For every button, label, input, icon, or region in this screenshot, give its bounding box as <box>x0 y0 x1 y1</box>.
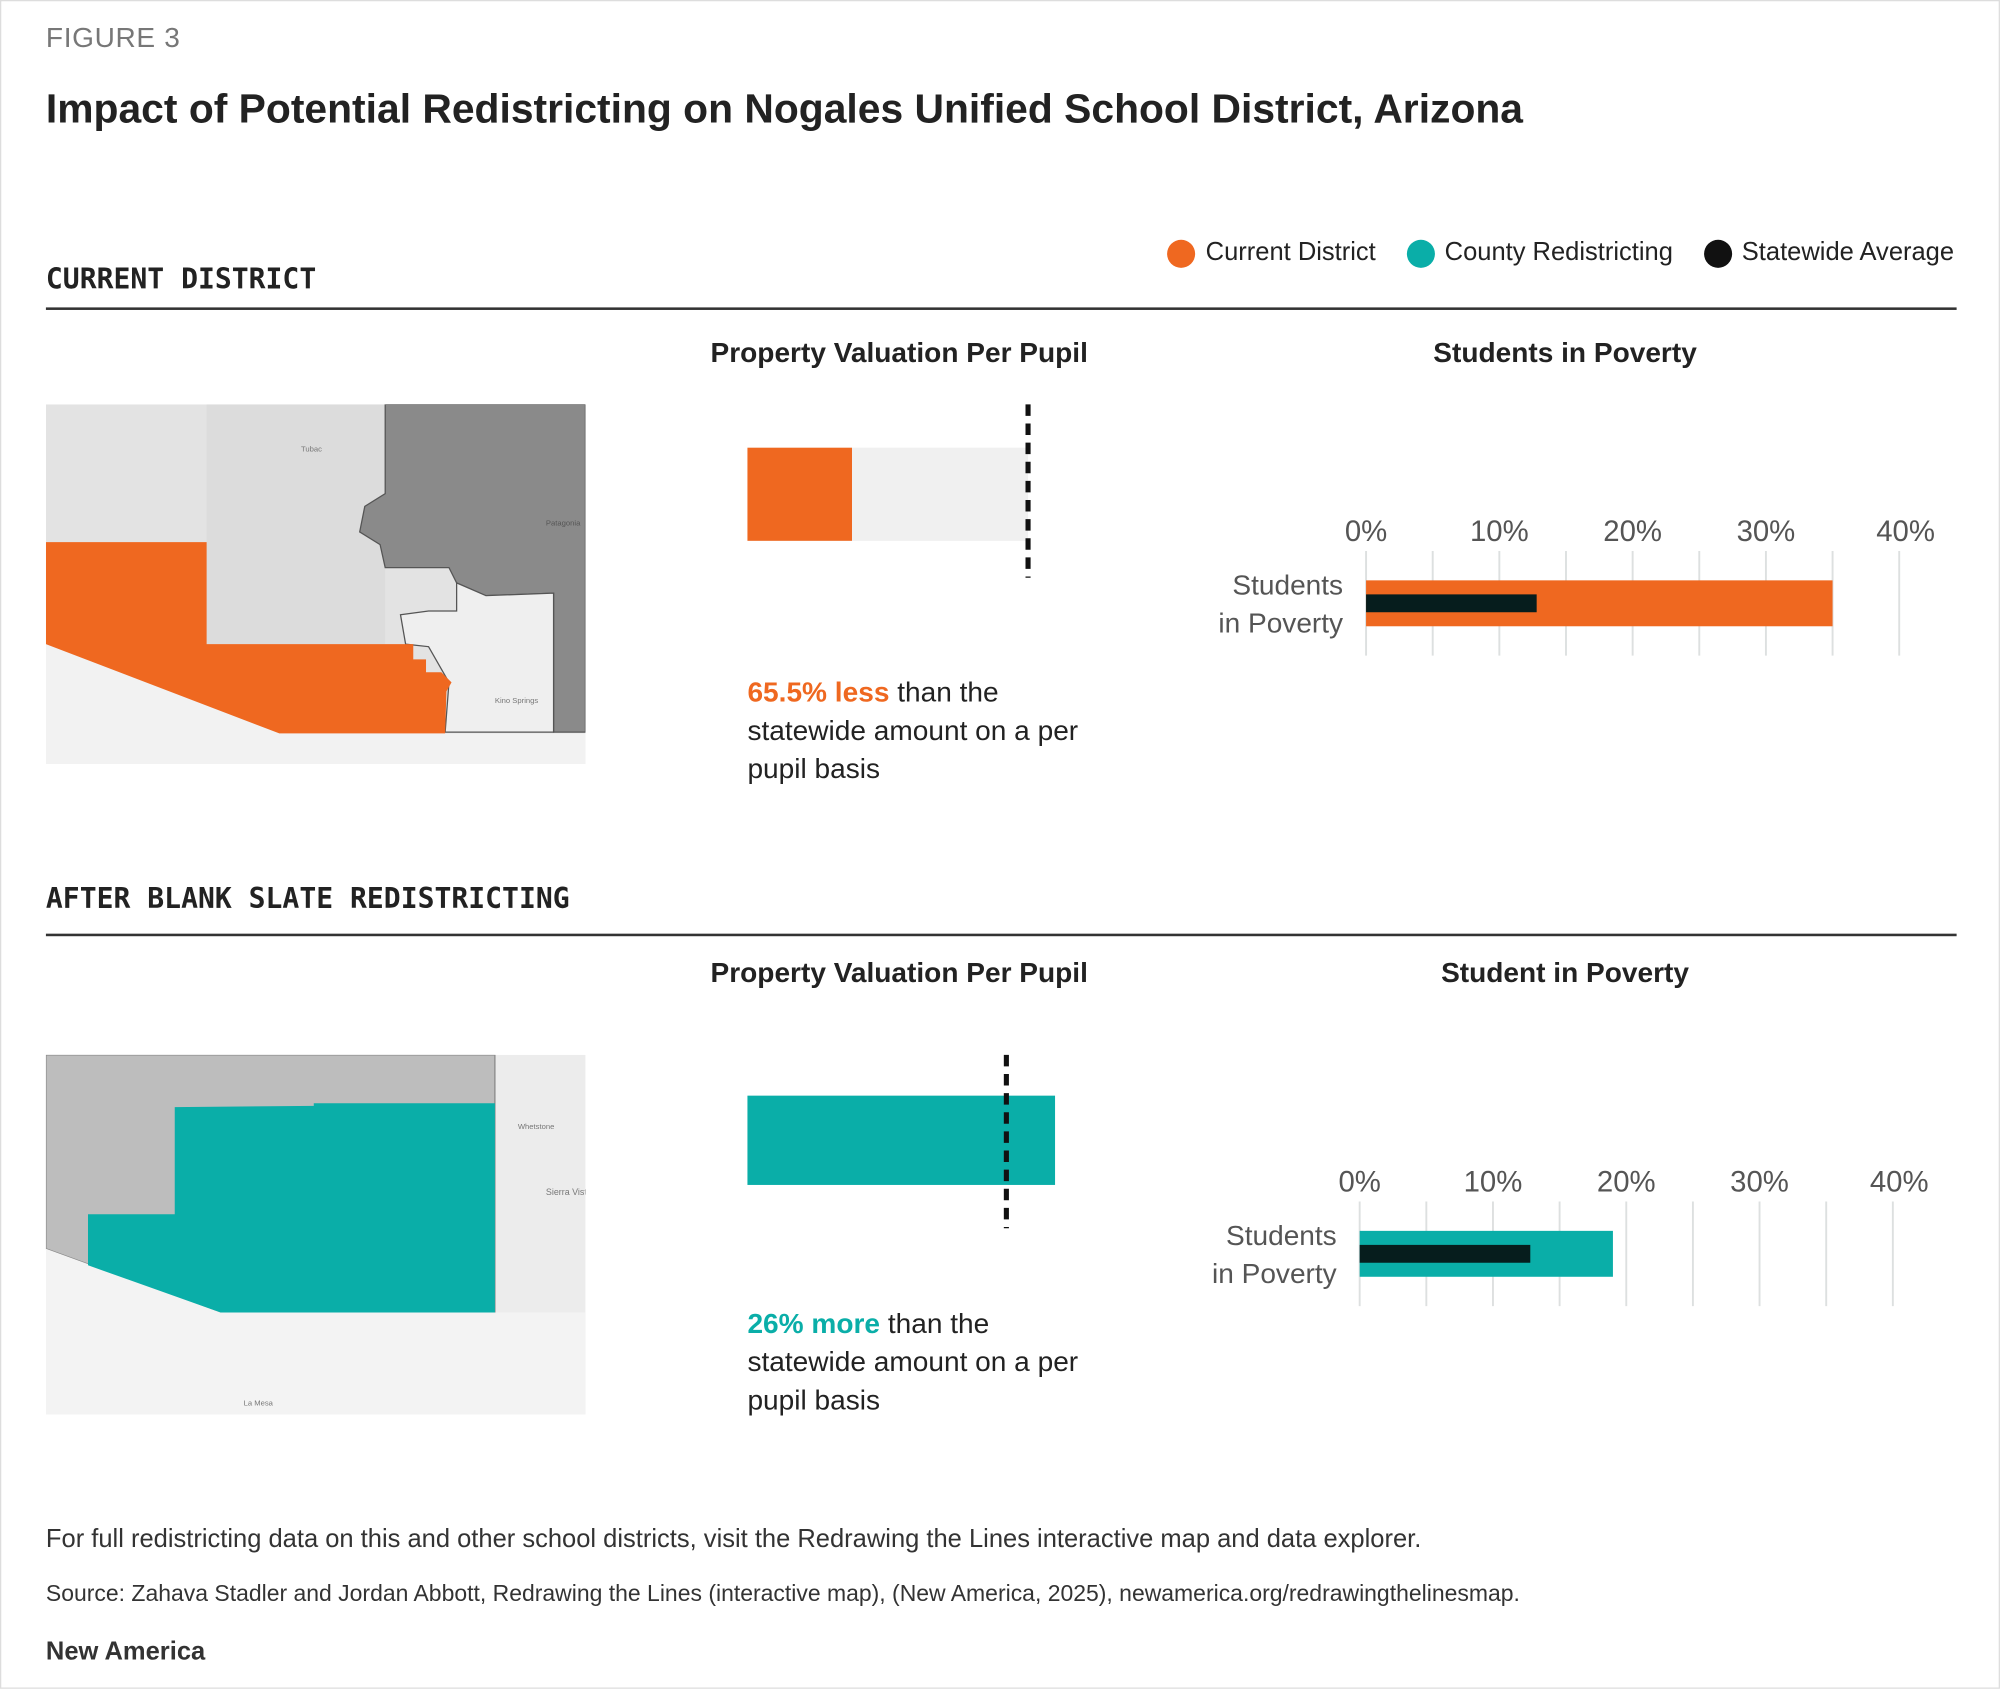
legend-swatch <box>1703 239 1732 268</box>
note-highlight: 65.5% less <box>747 676 890 708</box>
legend-label: Statewide Average <box>1741 238 1955 267</box>
map-label: Patagonia <box>546 519 581 528</box>
section-heading-current: CURRENT DISTRICT <box>45 264 317 296</box>
map-label: Kino Springs <box>495 696 539 705</box>
map-district-after <box>88 1103 495 1313</box>
district-map-current: Tubac Patagonia Kino Springs <box>45 404 586 765</box>
valuation-title: Property Valuation Per Pupil <box>710 956 1088 989</box>
category-label: Students <box>1232 569 1343 600</box>
map-label: Whetstone <box>518 1122 555 1131</box>
valuation-note-after: 26% more than the statewide amount on a … <box>747 1305 1079 1420</box>
x-tick-label: 20% <box>1603 515 1662 548</box>
legend-item-county: County Redistricting <box>1406 239 1673 268</box>
poverty-title: Students in Poverty <box>1433 336 1697 369</box>
x-tick-label: 40% <box>1870 1165 1929 1198</box>
x-tick-label: 0% <box>1338 1165 1380 1198</box>
map-region <box>45 1248 586 1415</box>
source-note: Source: Zahava Stadler and Jordan Abbott… <box>45 1580 1520 1606</box>
map-region <box>206 404 386 645</box>
note-text: than the statewide amount on a per pupil… <box>747 676 1079 785</box>
footer-note: For full redistricting data on this and … <box>45 1525 1422 1554</box>
category-label: Students <box>1226 1220 1337 1251</box>
category-label: in Poverty <box>1218 608 1343 639</box>
poverty-bar-statewide <box>1359 1244 1531 1263</box>
x-tick-label: 40% <box>1876 515 1935 548</box>
map-label: Tubac <box>301 445 322 454</box>
valuation-note-current: 65.5% less than the statewide amount on … <box>747 673 1079 788</box>
x-tick-label: 30% <box>1737 515 1796 548</box>
district-map-after: Whetstone Sierra Vista La Mesa <box>45 1054 586 1415</box>
legend-swatch <box>1406 239 1435 268</box>
x-tick-label: 10% <box>1464 1165 1523 1198</box>
map-region <box>45 644 586 765</box>
map-label: La Mesa <box>244 1399 274 1408</box>
section-heading-after: AFTER BLANK SLATE REDISTRICTING <box>45 883 570 916</box>
poverty-title: Student in Poverty <box>1441 956 1689 989</box>
legend-item-current: Current District <box>1167 238 1376 268</box>
poverty-chart-current: 0% 10% 20% 30% 40% Students in Poverty <box>1218 515 1935 656</box>
x-tick-label: 0% <box>1345 515 1387 548</box>
legend-swatch <box>1167 239 1196 268</box>
valuation-title: Property Valuation Per Pupil <box>710 336 1088 369</box>
figure-label: FIGURE 3 <box>45 21 181 54</box>
category-label: in Poverty <box>1212 1258 1337 1289</box>
valuation-chart-current <box>747 404 1031 578</box>
map-region-neighbor <box>358 404 586 733</box>
note-text: than the statewide amount on a per pupil… <box>747 1307 1079 1416</box>
x-tick-label: 30% <box>1730 1165 1789 1198</box>
poverty-bar-statewide <box>1366 594 1537 613</box>
map-label: Sierra Vista <box>546 1187 586 1197</box>
valuation-chart-after <box>747 1054 1056 1229</box>
legend-label: County Redistricting <box>1444 238 1673 267</box>
legend: Current District County Redistricting St… <box>1150 238 1955 268</box>
valuation-bar <box>747 447 852 541</box>
valuation-bar <box>747 1095 1056 1185</box>
divider <box>45 933 1957 937</box>
poverty-chart-after: 0% 10% 20% 30% 40% Students in Poverty <box>1212 1165 1929 1307</box>
brand-name: New America <box>45 1637 206 1666</box>
x-tick-label: 10% <box>1470 515 1529 548</box>
map-region <box>399 581 555 733</box>
legend-label: Current District <box>1205 238 1376 267</box>
note-highlight: 26% more <box>747 1307 881 1340</box>
x-tick-label: 20% <box>1597 1165 1656 1198</box>
legend-item-statewide: Statewide Average <box>1703 238 1955 268</box>
divider <box>45 307 1957 310</box>
map-district-current <box>45 542 452 734</box>
figure-title: Impact of Potential Redistricting on Nog… <box>45 85 1524 132</box>
